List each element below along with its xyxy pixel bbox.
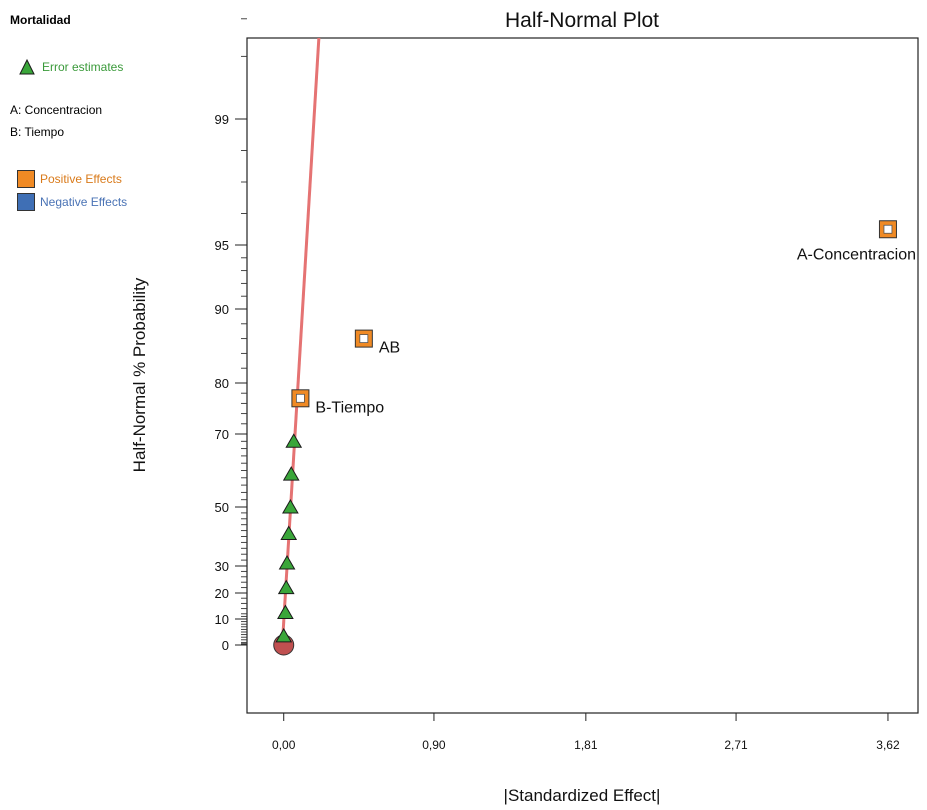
- legend-negative-label: Negative Effects: [40, 195, 128, 209]
- legend: Mortalidad Error estimates A: Concentrac…: [0, 0, 220, 230]
- y-tick-label: 99: [215, 112, 229, 127]
- legend-factor-b: B: Tiempo: [10, 125, 65, 139]
- error-estimate-point: [280, 525, 298, 541]
- error-estimate-point: [285, 433, 303, 448]
- y-tick-label: 80: [215, 376, 229, 391]
- y-tick-label: 70: [215, 427, 229, 442]
- chart-title: Half-Normal Plot: [505, 9, 659, 32]
- x-tick-label: 0,00: [272, 738, 296, 752]
- legend-positive-label: Positive Effects: [40, 172, 122, 186]
- y-tick-label: 0: [222, 638, 229, 653]
- error-estimate-point: [278, 555, 296, 570]
- error-estimate-point: [277, 579, 295, 595]
- y-tick-label: 20: [215, 586, 229, 601]
- fit-line: [280, 38, 321, 656]
- y-tick-label: 90: [215, 302, 229, 317]
- error-estimate-point: [275, 627, 293, 643]
- x-axis-label: |Standardized Effect|: [504, 786, 661, 805]
- x-tick-label: 1,81: [574, 738, 598, 752]
- y-tick-label: 10: [215, 612, 229, 627]
- legend-factor-a: A: Concentracion: [10, 103, 103, 117]
- effect-point-inner: [359, 334, 369, 344]
- x-tick-label: 0,90: [422, 738, 446, 752]
- negative-swatch-icon: [17, 193, 35, 211]
- legend-title: Mortalidad: [10, 13, 71, 27]
- y-tick-label: 30: [215, 559, 229, 574]
- effect-label: A-Concentracion: [797, 246, 916, 263]
- effect-label: B-Tiempo: [315, 399, 384, 416]
- y-axis-label: Half-Normal % Probability: [130, 277, 149, 472]
- error-estimate-point: [277, 604, 294, 619]
- positive-swatch-icon: [17, 170, 35, 188]
- plot-frame: [246, 37, 919, 714]
- effect-point-inner: [883, 224, 893, 234]
- legend-error-label: Error estimates: [42, 60, 124, 74]
- error-estimate-point: [282, 466, 300, 481]
- y-tick-label: 50: [215, 500, 229, 515]
- effect-label: AB: [379, 340, 400, 357]
- x-tick-label: 3,62: [876, 738, 900, 752]
- triangle-icon: [19, 58, 35, 75]
- x-tick-label: 2,71: [724, 738, 748, 752]
- error-estimate-point: [282, 498, 299, 514]
- y-tick-label: 95: [215, 238, 229, 253]
- effect-point-inner: [296, 393, 305, 403]
